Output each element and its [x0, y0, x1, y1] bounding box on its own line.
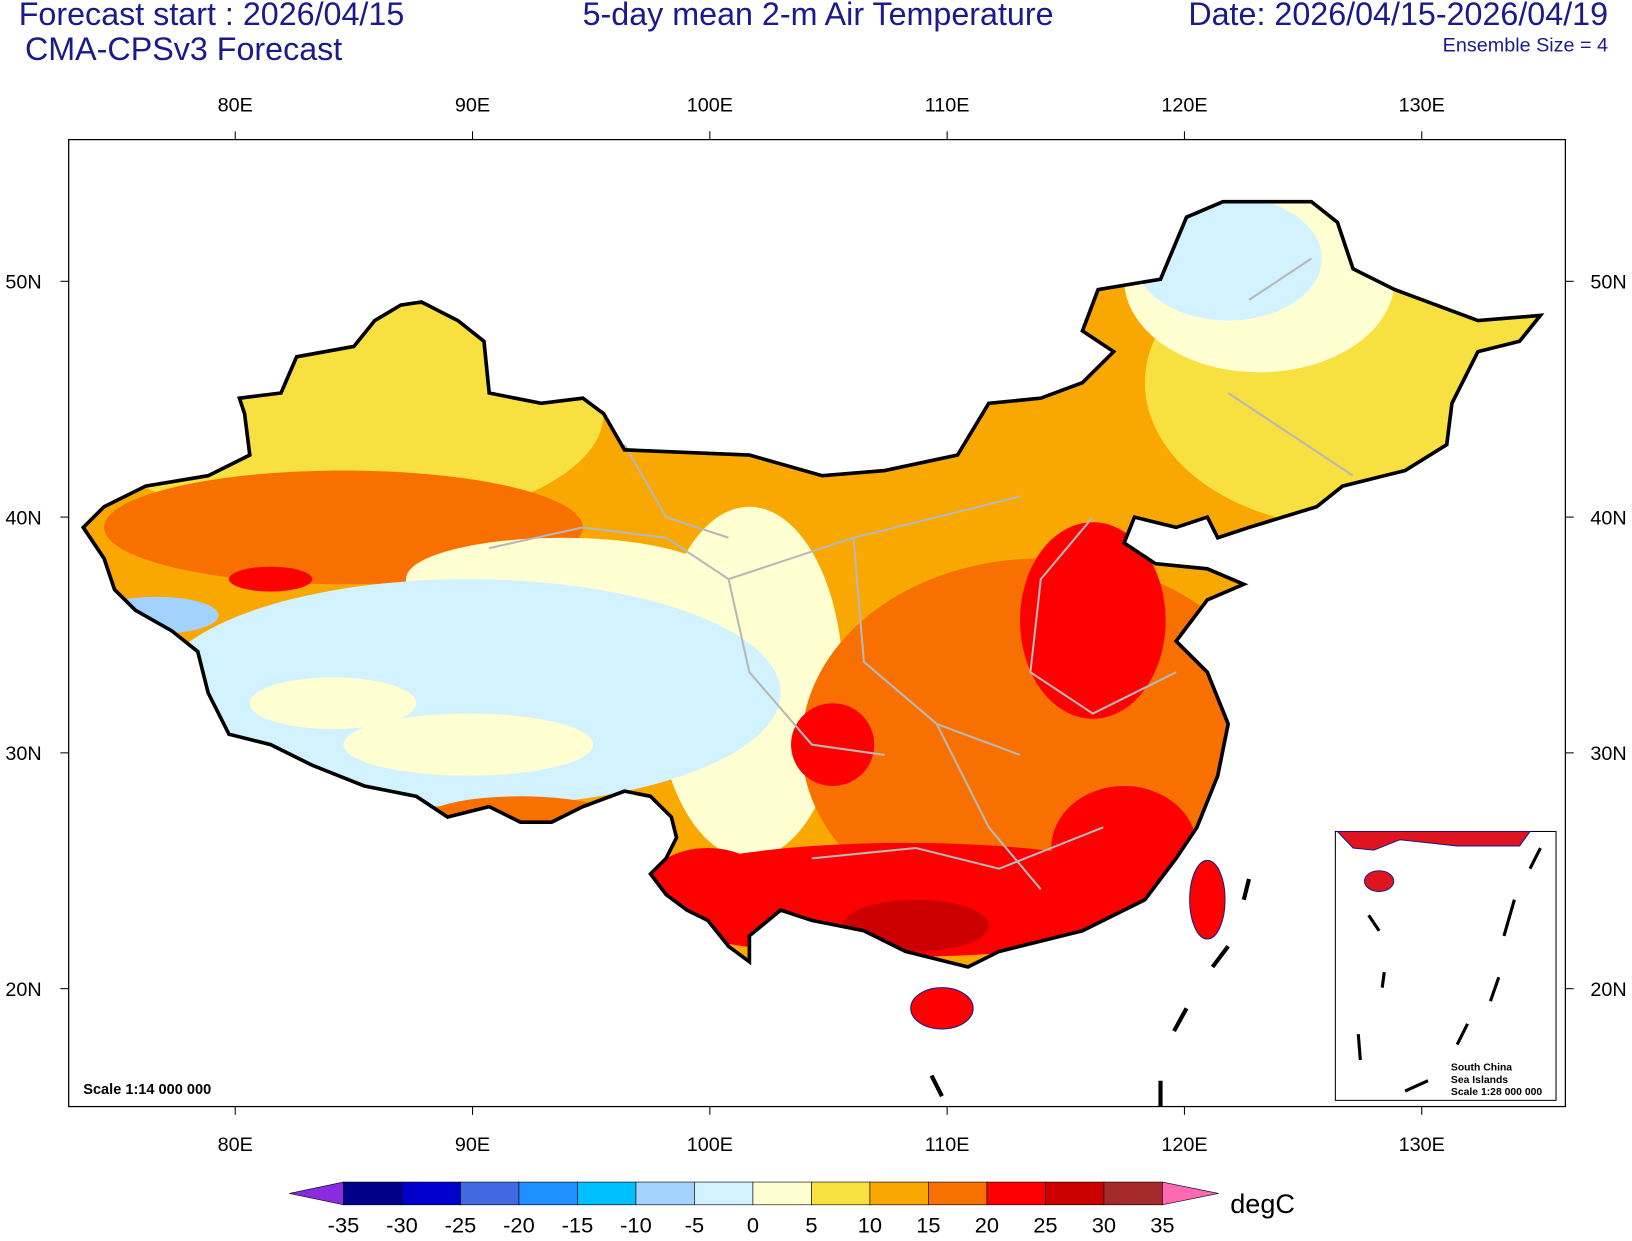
lon-label: 130E: [1399, 95, 1445, 117]
colorbar-box: [1045, 1181, 1105, 1206]
colorbar-box: [811, 1181, 871, 1206]
colorbar-box: [986, 1181, 1046, 1206]
colorbar-box: [869, 1181, 929, 1206]
lon-label: 100E: [687, 1134, 733, 1156]
temperature-zone: [343, 713, 594, 776]
inset-caption: Sea Islands: [1451, 1075, 1508, 1086]
colorbar-label: 10: [858, 1213, 882, 1238]
province-border: [811, 826, 1104, 870]
nine-dash-line: [929, 878, 1251, 1107]
ensemble-size: Ensemble Size = 4: [1443, 35, 1608, 57]
lon-label: 100E: [687, 95, 733, 117]
colorbar-label: -20: [503, 1213, 535, 1238]
temperature-zone: [228, 566, 313, 592]
colorbar-box: [752, 1181, 812, 1206]
province-border: [727, 578, 885, 756]
inset-caption: South China: [1451, 1062, 1512, 1073]
colorbar-label: 15: [916, 1213, 940, 1238]
province-border: [623, 444, 729, 539]
lon-label: 110E: [925, 1134, 970, 1156]
colorbar-label: 5: [805, 1213, 817, 1238]
inset-dash-line: [1356, 847, 1542, 1093]
province-border: [790, 495, 1021, 560]
colorbar-box: [577, 1181, 637, 1206]
colorbar-box: [635, 1181, 695, 1206]
lat-label: 50N: [5, 272, 41, 294]
inset-caption: Scale 1:28 000 000: [1451, 1087, 1543, 1098]
taiwan: [1189, 859, 1226, 940]
map-scale: Scale 1:14 000 000: [83, 1082, 211, 1098]
province-border: [852, 537, 1021, 756]
province-border: [1227, 392, 1354, 477]
lon-label: 80E: [218, 1134, 253, 1156]
inset-frame: [1334, 830, 1557, 1101]
colorbar-label: -25: [445, 1213, 477, 1238]
colorbar-box: [1103, 1181, 1163, 1206]
forecast-start: Forecast start : 2026/04/15: [19, 0, 405, 32]
colorbar-label: 35: [1150, 1213, 1174, 1238]
colorbar-label: 20: [975, 1213, 999, 1238]
map-title: 5-day mean 2-m Air Temperature: [583, 0, 1054, 32]
date-range: Date: 2026/04/15-2026/04/19: [1188, 0, 1608, 32]
colorbar-unit: degC: [1230, 1189, 1295, 1219]
lat-label: 40N: [1590, 507, 1626, 529]
lat-label: 20N: [5, 979, 41, 1001]
lat-label: 40N: [5, 507, 41, 529]
lat-label: 30N: [1590, 743, 1626, 765]
colorbar-label: -30: [386, 1213, 418, 1238]
lon-label: 90E: [455, 95, 490, 117]
temperature-zone: [791, 703, 875, 786]
colorbar-box: [518, 1181, 578, 1206]
colorbar-box: [460, 1181, 520, 1206]
temperature-zone: [1020, 522, 1166, 719]
country-border: [80, 199, 1545, 969]
lon-label: 120E: [1161, 95, 1207, 117]
province-border: [1029, 516, 1177, 715]
colorbar-extend-low: [289, 1181, 344, 1206]
colorbar-label: 30: [1092, 1213, 1116, 1238]
colorbar-box: [401, 1181, 461, 1206]
lat-label: 30N: [5, 743, 41, 765]
colorbar-extend-high: [1162, 1181, 1219, 1206]
colorbar-box: [694, 1181, 754, 1206]
colorbar-label: 25: [1033, 1213, 1057, 1238]
colorbar-box: [343, 1181, 403, 1206]
hainan: [910, 987, 974, 1030]
inset-mainland: [1336, 830, 1532, 851]
lat-label: 50N: [1590, 272, 1626, 294]
lon-label: 120E: [1161, 1134, 1207, 1156]
lon-label: 80E: [218, 95, 253, 117]
lon-label: 90E: [455, 1134, 490, 1156]
colorbar-label: -15: [562, 1213, 594, 1238]
temperature-zone: [249, 677, 417, 730]
model-name: CMA-CPSv3 Forecast: [25, 31, 342, 67]
province-border: [488, 526, 792, 581]
colorbar-box: [928, 1181, 988, 1206]
colorbar-label: 0: [747, 1213, 759, 1238]
lon-label: 110E: [925, 95, 970, 117]
inset-hainan: [1363, 870, 1395, 892]
temperature-zone: [156, 579, 781, 807]
lon-label: 130E: [1399, 1134, 1445, 1156]
colorbar-label: -10: [620, 1213, 652, 1238]
lat-label: 20N: [1590, 979, 1626, 1001]
colorbar: -35 -30 -25 -20 -15 -10 -5 0 5 10 15 20 25 30 35: [289, 1181, 1219, 1238]
colorbar-label: -5: [685, 1213, 704, 1238]
province-border: [1248, 257, 1313, 301]
province-border: [935, 723, 1042, 891]
colorbar-label: -35: [328, 1213, 360, 1238]
